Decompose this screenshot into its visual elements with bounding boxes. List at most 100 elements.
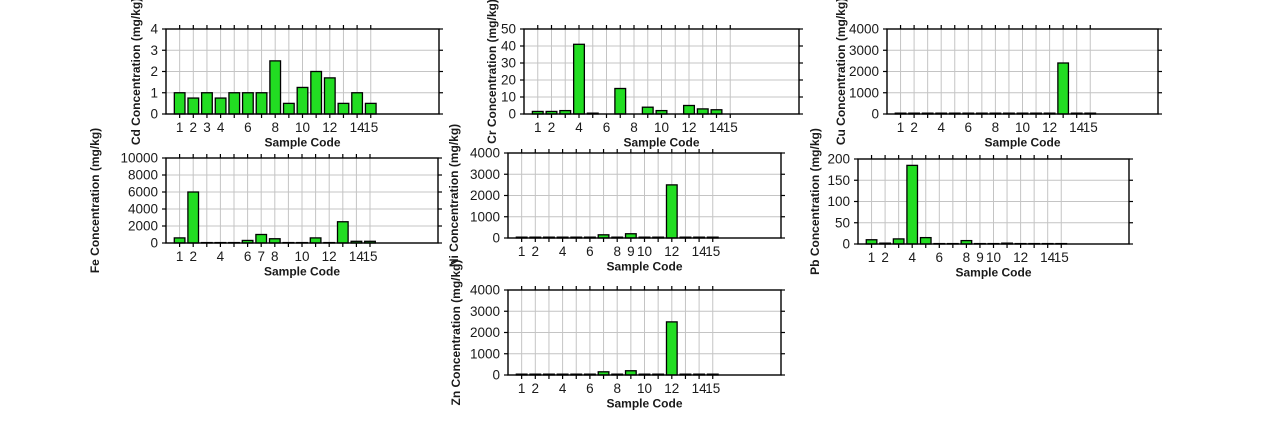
svg-text:12: 12 bbox=[664, 381, 679, 396]
svg-text:8: 8 bbox=[271, 120, 279, 135]
svg-text:20: 20 bbox=[501, 73, 516, 88]
svg-text:4: 4 bbox=[575, 120, 583, 135]
svg-text:0: 0 bbox=[842, 237, 850, 252]
svg-text:4: 4 bbox=[908, 250, 916, 265]
svg-text:1: 1 bbox=[518, 244, 526, 259]
svg-text:15: 15 bbox=[362, 249, 377, 264]
svg-text:10: 10 bbox=[294, 249, 309, 264]
svg-text:4: 4 bbox=[937, 120, 945, 135]
svg-text:Sample Code: Sample Code bbox=[623, 136, 699, 150]
svg-text:1: 1 bbox=[176, 120, 184, 135]
svg-text:Sample Code: Sample Code bbox=[606, 397, 682, 411]
svg-text:6: 6 bbox=[586, 381, 594, 396]
svg-text:6: 6 bbox=[936, 250, 944, 265]
svg-text:2: 2 bbox=[190, 120, 198, 135]
svg-text:2: 2 bbox=[881, 250, 889, 265]
svg-text:10: 10 bbox=[637, 381, 652, 396]
svg-text:4: 4 bbox=[150, 22, 158, 37]
svg-text:4: 4 bbox=[559, 244, 567, 259]
svg-text:0: 0 bbox=[492, 368, 500, 383]
svg-text:8: 8 bbox=[630, 120, 638, 135]
svg-text:200: 200 bbox=[827, 152, 850, 167]
svg-text:2: 2 bbox=[910, 120, 918, 135]
svg-text:6: 6 bbox=[244, 120, 252, 135]
svg-text:1000: 1000 bbox=[470, 346, 500, 361]
svg-text:7: 7 bbox=[257, 249, 265, 264]
svg-text:8: 8 bbox=[613, 381, 621, 396]
svg-text:Cr Concentration (mg/kg): Cr Concentration (mg/kg) bbox=[485, 0, 499, 144]
svg-text:Sample Code: Sample Code bbox=[606, 260, 682, 274]
svg-text:6: 6 bbox=[603, 120, 611, 135]
svg-text:4000: 4000 bbox=[470, 146, 500, 161]
svg-text:10000: 10000 bbox=[120, 151, 158, 166]
svg-text:10: 10 bbox=[986, 250, 1001, 265]
svg-text:8: 8 bbox=[992, 120, 1000, 135]
svg-text:2: 2 bbox=[548, 120, 556, 135]
svg-text:1000: 1000 bbox=[470, 209, 500, 224]
svg-text:30: 30 bbox=[501, 56, 516, 71]
svg-text:Zn Concentration (mg/kg): Zn Concentration (mg/kg) bbox=[449, 260, 463, 406]
svg-text:15: 15 bbox=[705, 381, 720, 396]
svg-text:12: 12 bbox=[1042, 120, 1057, 135]
svg-text:4: 4 bbox=[217, 120, 225, 135]
svg-text:2: 2 bbox=[189, 249, 197, 264]
svg-text:12: 12 bbox=[322, 249, 337, 264]
svg-text:2: 2 bbox=[532, 244, 540, 259]
svg-text:0: 0 bbox=[150, 107, 158, 122]
svg-text:12: 12 bbox=[1013, 250, 1028, 265]
svg-text:1: 1 bbox=[176, 249, 184, 264]
svg-text:150: 150 bbox=[827, 173, 850, 188]
svg-text:4000: 4000 bbox=[849, 22, 879, 37]
svg-text:4000: 4000 bbox=[128, 202, 158, 217]
svg-text:0: 0 bbox=[150, 236, 158, 251]
svg-text:Pb Concentration (mg/kg): Pb Concentration (mg/kg) bbox=[808, 128, 822, 275]
svg-text:1000: 1000 bbox=[849, 85, 879, 100]
svg-text:10: 10 bbox=[295, 120, 310, 135]
svg-text:Sample Code: Sample Code bbox=[264, 265, 340, 279]
svg-text:Fe Concentration (mg/kg): Fe Concentration (mg/kg) bbox=[88, 128, 102, 273]
svg-text:8000: 8000 bbox=[128, 168, 158, 183]
svg-text:50: 50 bbox=[835, 215, 850, 230]
svg-text:3: 3 bbox=[203, 120, 211, 135]
svg-text:50: 50 bbox=[501, 22, 516, 37]
svg-text:Cu Concentration (mg/kg): Cu Concentration (mg/kg) bbox=[834, 0, 848, 145]
svg-text:Cd Concentration (mg/kg): Cd Concentration (mg/kg) bbox=[129, 0, 143, 145]
svg-text:3: 3 bbox=[150, 43, 158, 58]
svg-text:8: 8 bbox=[613, 244, 621, 259]
svg-text:12: 12 bbox=[322, 120, 337, 135]
svg-text:0: 0 bbox=[492, 231, 500, 246]
svg-text:10: 10 bbox=[1015, 120, 1030, 135]
svg-text:1: 1 bbox=[897, 120, 905, 135]
svg-text:15: 15 bbox=[1083, 120, 1098, 135]
svg-text:12: 12 bbox=[664, 244, 679, 259]
svg-text:10: 10 bbox=[654, 120, 669, 135]
svg-text:15: 15 bbox=[723, 120, 738, 135]
svg-text:4: 4 bbox=[217, 249, 225, 264]
svg-text:2000: 2000 bbox=[470, 188, 500, 203]
svg-text:15: 15 bbox=[705, 244, 720, 259]
svg-text:1: 1 bbox=[868, 250, 876, 265]
svg-text:8: 8 bbox=[963, 250, 971, 265]
svg-text:6: 6 bbox=[965, 120, 973, 135]
svg-text:4: 4 bbox=[559, 381, 567, 396]
svg-text:Sample Code: Sample Code bbox=[955, 266, 1031, 280]
svg-text:1: 1 bbox=[518, 381, 526, 396]
svg-text:8: 8 bbox=[271, 249, 279, 264]
svg-text:3000: 3000 bbox=[849, 43, 879, 58]
svg-text:2000: 2000 bbox=[128, 219, 158, 234]
svg-text:1: 1 bbox=[534, 120, 542, 135]
svg-text:9: 9 bbox=[976, 250, 984, 265]
svg-text:6: 6 bbox=[586, 244, 594, 259]
svg-text:Ni Concentration (mg/kg): Ni Concentration (mg/kg) bbox=[447, 124, 461, 267]
svg-text:6000: 6000 bbox=[128, 185, 158, 200]
svg-text:2: 2 bbox=[532, 381, 540, 396]
svg-text:3000: 3000 bbox=[470, 304, 500, 319]
svg-text:12: 12 bbox=[681, 120, 696, 135]
svg-text:15: 15 bbox=[1054, 250, 1069, 265]
svg-text:10: 10 bbox=[637, 244, 652, 259]
svg-text:40: 40 bbox=[501, 39, 516, 54]
svg-text:100: 100 bbox=[827, 194, 850, 209]
svg-text:15: 15 bbox=[363, 120, 378, 135]
svg-text:9: 9 bbox=[627, 244, 635, 259]
svg-text:2000: 2000 bbox=[470, 325, 500, 340]
